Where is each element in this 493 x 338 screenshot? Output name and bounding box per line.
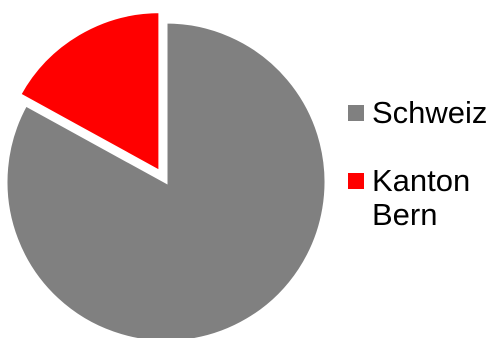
legend-swatch-kanton-bern [348, 173, 364, 189]
pie-slice-kanton-bern [17, 10, 162, 175]
pie-slice-schweiz [4, 20, 328, 338]
legend-label-kanton-bern: Kanton Bern [372, 163, 471, 232]
legend-label-schweiz: Schweiz [372, 95, 488, 130]
legend-item-schweiz: Schweiz [348, 96, 488, 130]
legend-swatch-schweiz [348, 105, 364, 121]
pie-plot-area [4, 10, 328, 338]
legend: Schweiz Kanton Bern [348, 96, 488, 266]
legend-item-kanton-bern: Kanton Bern [348, 164, 488, 232]
